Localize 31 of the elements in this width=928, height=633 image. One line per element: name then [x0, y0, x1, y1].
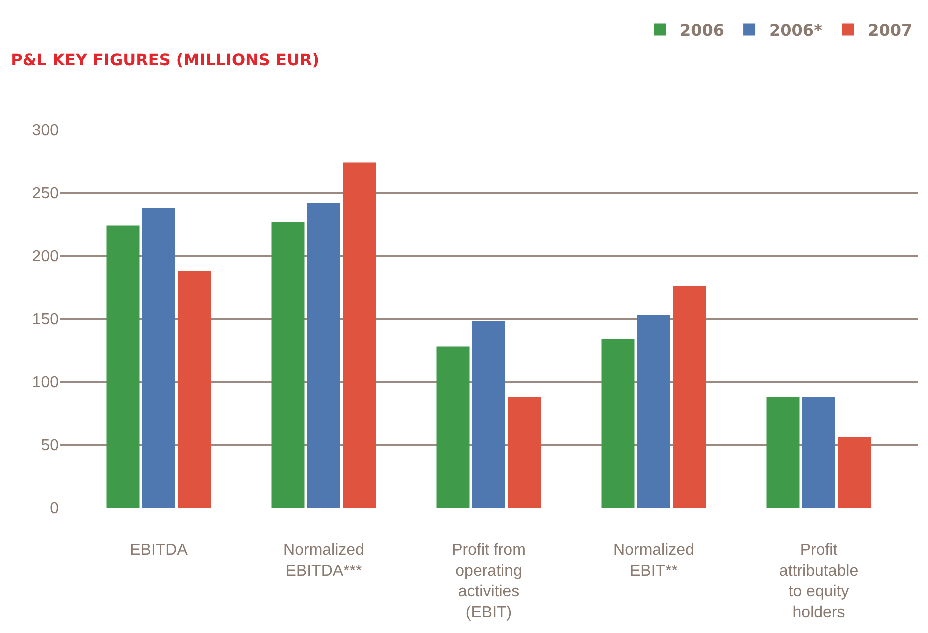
y-tick-label: 300	[32, 122, 60, 140]
y-tick-label: 150	[32, 312, 60, 329]
bar	[838, 437, 872, 508]
y-tick-label: 200	[32, 248, 60, 266]
chart-title: P&L KEY FIGURES (MILLIONS EUR)	[11, 50, 320, 70]
y-tick-label: 250	[32, 186, 60, 203]
bar	[638, 315, 670, 508]
bar	[602, 339, 635, 508]
legend-label: 2006*	[770, 20, 824, 40]
x-tick-label: EBITDA	[130, 542, 188, 559]
y-tick-label: 100	[32, 374, 60, 392]
bar	[508, 397, 542, 508]
bar	[673, 286, 706, 508]
bar	[802, 397, 836, 508]
legend-label: 2007	[868, 20, 913, 40]
bar	[142, 208, 176, 508]
bar	[436, 346, 470, 508]
bar	[272, 222, 305, 508]
x-tick-label: Profit from operating activities (EBIT)	[452, 542, 526, 622]
bar	[308, 203, 340, 508]
bar	[343, 162, 376, 508]
bar	[106, 226, 140, 508]
legend-label: 2006	[680, 20, 725, 40]
bar	[472, 322, 506, 508]
bar	[178, 271, 212, 508]
y-tick-label: 50	[41, 438, 60, 455]
x-tick-label: Normalized EBITDA***	[284, 542, 364, 580]
bar	[766, 397, 800, 508]
x-tick-label: Normalized EBIT**	[614, 542, 694, 580]
y-tick-label: 0	[50, 500, 60, 518]
x-tick-label: Profit attributable to equity holders	[779, 542, 859, 622]
